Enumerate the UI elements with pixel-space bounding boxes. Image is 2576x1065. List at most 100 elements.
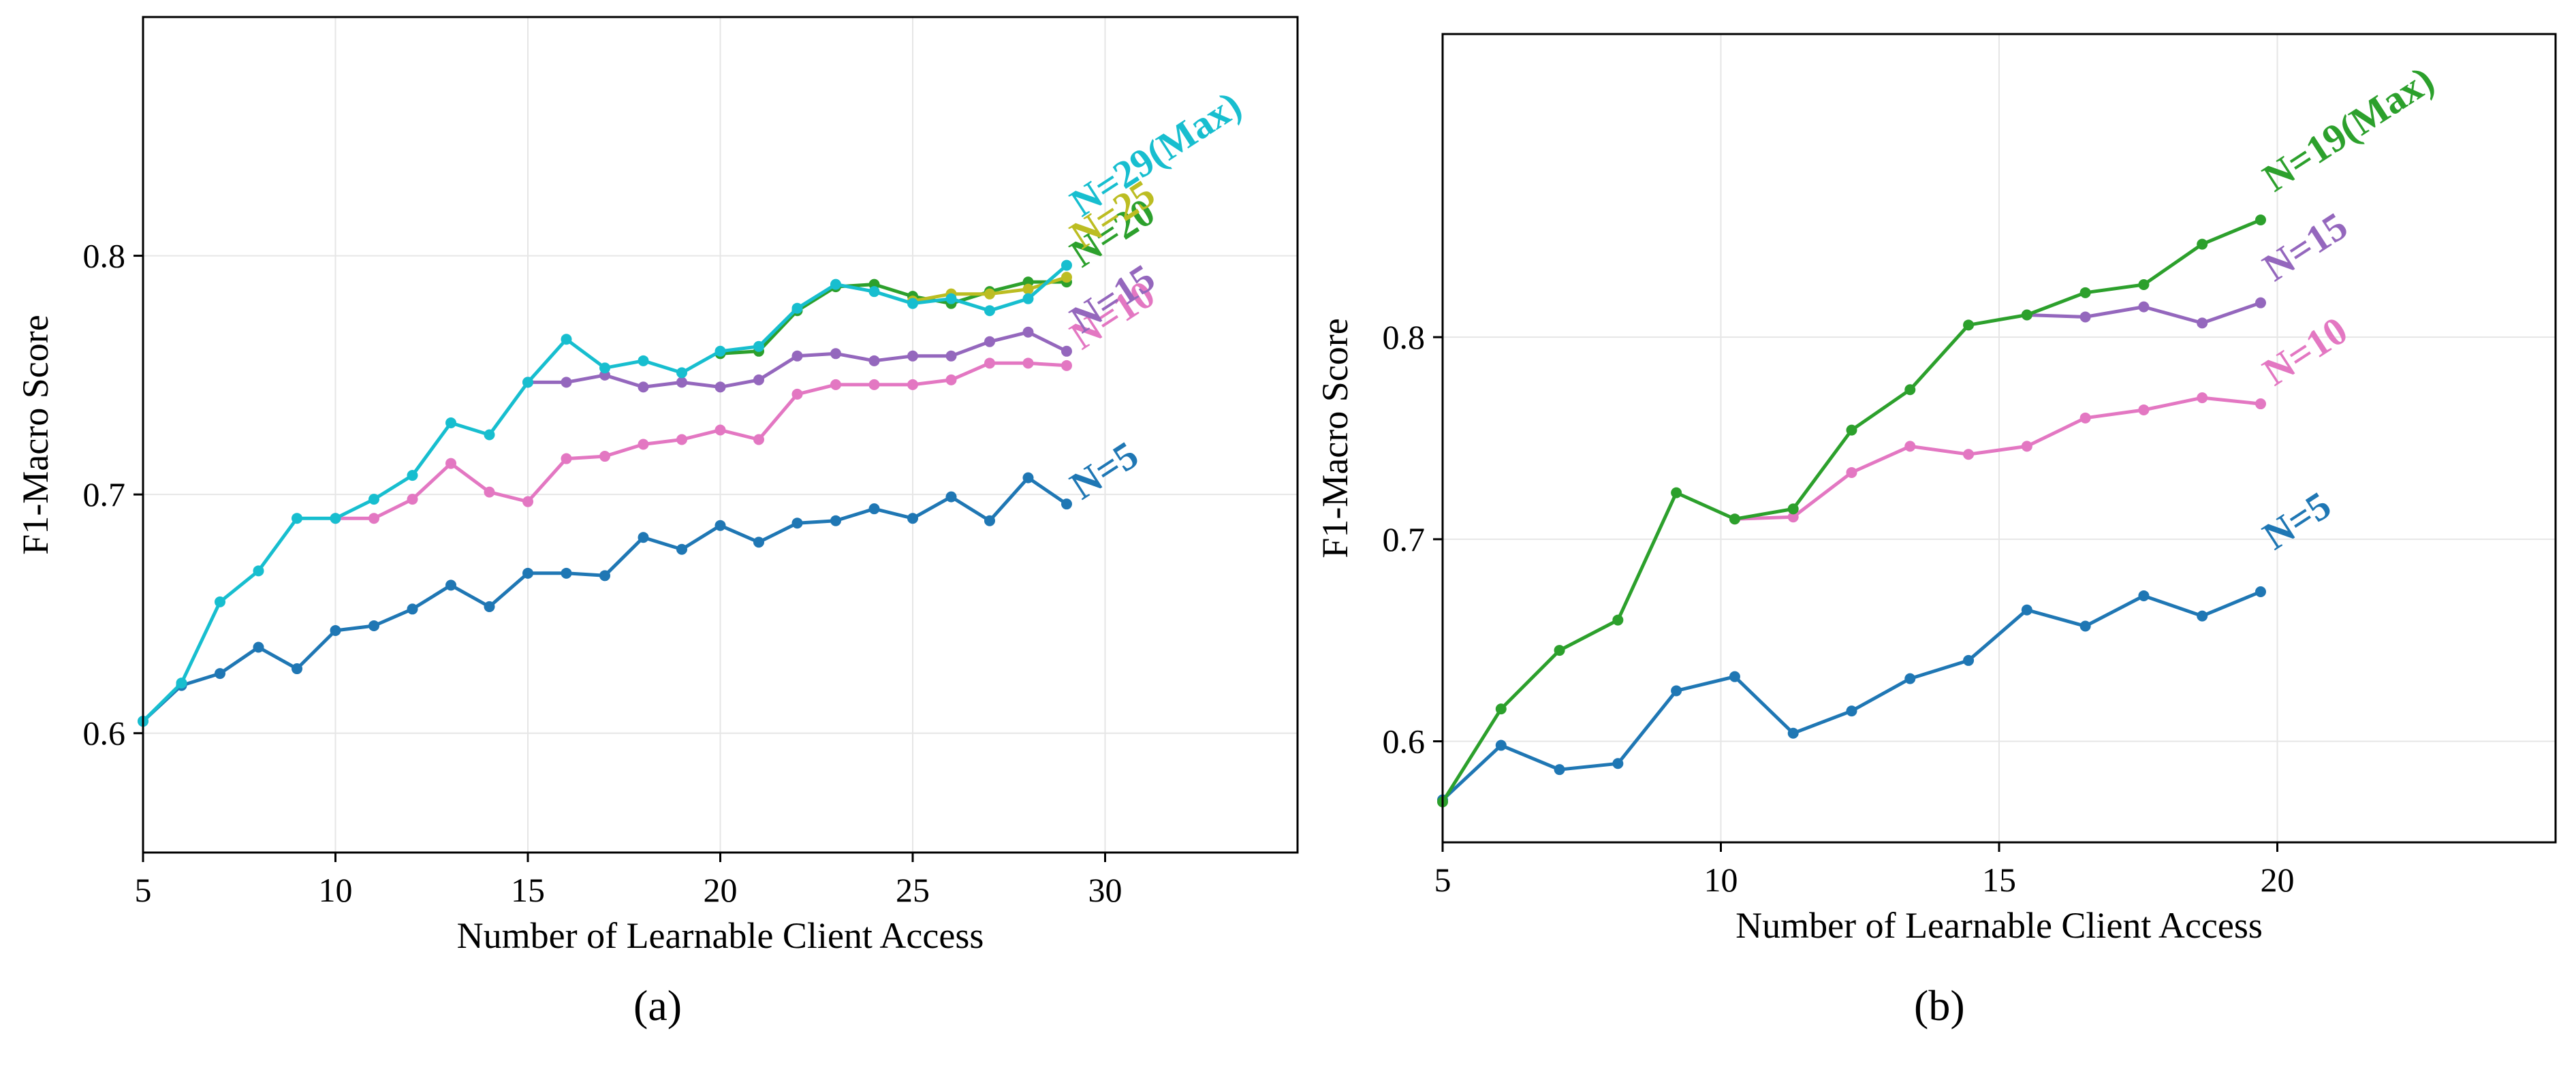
chart-a-series-n-29-max-point	[176, 678, 187, 689]
chart-a-series-n-25-point	[1061, 272, 1072, 283]
chart-a-series-n-15-point	[753, 374, 764, 385]
chart-a-series-n-5-point	[676, 543, 687, 555]
chart-a-series-n-5-point	[407, 603, 418, 615]
chart-a-series-n-10-point	[522, 496, 533, 507]
chart-a-series-n-10-point	[714, 424, 726, 436]
chart-a-y-tick-label: 0.8	[83, 237, 126, 275]
chart-a-series-n-10-point	[1061, 360, 1072, 371]
chart-b-series-n-10-point	[2079, 412, 2091, 424]
chart-b-series-n-5-point	[1554, 764, 1565, 776]
chart-b-series-n-19-max-point	[1495, 703, 1507, 715]
chart-b-series-n-5	[1437, 586, 2266, 806]
chart-a-y-tick-label: 0.6	[83, 714, 126, 752]
chart-b-y-tick-label: 0.7	[1383, 520, 1426, 558]
chart-a-series-n-15-point	[714, 381, 726, 393]
chart-b-series-n-10-point	[1846, 466, 1857, 478]
chart-b-series-n-5-point	[2255, 586, 2266, 598]
panel-caption-b: (b)	[1914, 981, 1965, 1030]
chart-a-series-n-5-point	[292, 663, 302, 675]
chart-a-series-n-29-max-point	[561, 334, 572, 345]
chart-a-x-tick-label: 30	[1088, 871, 1122, 909]
chart-b-x-tick-label: 15	[1982, 861, 2016, 899]
chart-b-series-n-19-max-point	[1671, 487, 1682, 498]
chart-b-series-n-5-point	[1671, 685, 1682, 697]
chart-a-series-n-5-point	[868, 503, 880, 515]
chart-b-series-n-19-max-point	[1787, 503, 1799, 515]
chart-b-series-label-n-15: N=15	[2255, 204, 2355, 290]
chart-a-series-n-5-point	[984, 515, 995, 526]
chart-a-series-n-15-point	[1061, 345, 1072, 357]
chart-b: N=5 N=10 N=15N=19(Max) 5 10 15 20 0.6 0.7 0.8 Numb…	[1315, 33, 2557, 946]
chart-a-series-n-10	[330, 357, 1072, 524]
chart-a-series-n-29-max-point	[215, 596, 225, 607]
chart-b-series-n-5-point	[2197, 610, 2208, 622]
chart-a-series-n-20-line	[719, 280, 1069, 355]
chart-a-series-n-10-point	[868, 379, 880, 390]
chart-a-series-n-10-point	[638, 439, 649, 450]
chart-a-x-tick-label: 10	[319, 871, 353, 909]
chart-b-y-tick-label: 0.8	[1383, 318, 1426, 356]
chart-a-series-n-29-max-point	[330, 513, 341, 524]
chart-b-series-n-5-point	[1787, 727, 1799, 739]
chart-a-series-n-5-point	[215, 668, 225, 680]
chart-b-series-n-5-point	[1963, 654, 1975, 666]
chart-a-series-n-29-max-point	[253, 565, 264, 577]
chart-a-series-n-5-point	[907, 513, 918, 524]
chart-a-y-axis-label: F1-Macro Score	[15, 315, 56, 554]
chart-a-series-n-10-point	[368, 513, 379, 524]
chart-b-series-n-10-point	[1904, 441, 1916, 452]
chart-a-series-n-29-max-point	[1061, 259, 1072, 271]
chart-a-series-n-29-max-point	[984, 305, 995, 317]
chart-a-series-n-29-max-point	[868, 286, 880, 298]
chart-a-series-n-29-max-point	[292, 513, 302, 524]
chart-a-series-n-5-point	[484, 601, 495, 612]
chart-b-series-n-19-max-point	[2197, 238, 2208, 250]
chart-a-series-n-15-point	[791, 350, 803, 362]
chart-b-series-n-10	[1729, 392, 2266, 525]
chart-a-series-n-29-max-point	[368, 494, 379, 505]
chart-a-series-n-10-point	[907, 379, 918, 390]
chart-a-series-n-15-point	[1022, 326, 1034, 338]
chart-a-series-n-5-point	[330, 624, 341, 636]
chart-a-series-n-29-max-point	[753, 340, 764, 352]
chart-b-series-n-19-max-point	[1904, 384, 1916, 396]
chart-a-series-n-10-point	[830, 379, 841, 390]
chart-b-series-n-19-max-point	[1554, 645, 1565, 656]
chart-a-series-n-5-point	[561, 567, 572, 579]
chart-a: N=5N=10N=15N=20N=25N=29(Max)5 10 15 20 25 300…	[15, 16, 1299, 956]
chart-a-series-n-10-point	[945, 374, 957, 385]
chart-a-series-n-5-line	[141, 476, 1069, 723]
chart-a-series-n-10-point	[445, 458, 456, 469]
chart-a-series-n-25-point	[984, 288, 995, 300]
chart-a-series-n-15-point	[561, 377, 572, 388]
chart-b-series-n-5-point	[1904, 673, 1916, 684]
chart-b-series-n-10-point	[2255, 398, 2266, 410]
chart-b-series-n-5-point	[2138, 590, 2150, 601]
chart-b-x-tick-label: 10	[1704, 861, 1738, 899]
chart-b-series-n-19-max-point	[2021, 309, 2032, 321]
chart-a-series-n-5	[138, 472, 1072, 727]
chart-a-series-n-15-point	[984, 336, 995, 347]
chart-a-series-n-10-point	[407, 494, 418, 505]
chart-b-series-n-19-max-point	[2138, 279, 2150, 290]
chart-a-series-n-5-point	[791, 518, 803, 529]
chart-a-series-n-15-point	[676, 377, 687, 388]
chart-a-series-n-10-point	[599, 451, 610, 462]
chart-a-series-n-29-max-point	[945, 293, 957, 304]
chart-b-series-n-19-max-point	[1612, 614, 1624, 626]
chart-a-series-n-5-point	[638, 532, 649, 543]
chart-b-series-n-15-point	[2197, 317, 2208, 329]
chart-b-series-n-5-point	[1612, 758, 1624, 769]
chart-b-series-label-n-19-max: N=19(Max)	[2255, 58, 2442, 200]
chart-a-series-n-29-max-point	[445, 417, 456, 428]
chart-b-series-n-19-max-point	[2079, 287, 2091, 298]
chart-a-series-n-25-point	[1022, 283, 1034, 295]
chart-b-series-n-15-point	[2255, 297, 2266, 308]
chart-b-x-tick-label: 20	[2261, 861, 2295, 899]
chart-b-series-n-10-line	[1733, 396, 2263, 521]
chart-a-series-n-15-point	[830, 348, 841, 360]
chart-a-series-n-10-point	[791, 388, 803, 400]
chart-a-series-n-10-line	[334, 361, 1069, 520]
chart-b-series-label-n-10: N=10	[2255, 308, 2355, 394]
